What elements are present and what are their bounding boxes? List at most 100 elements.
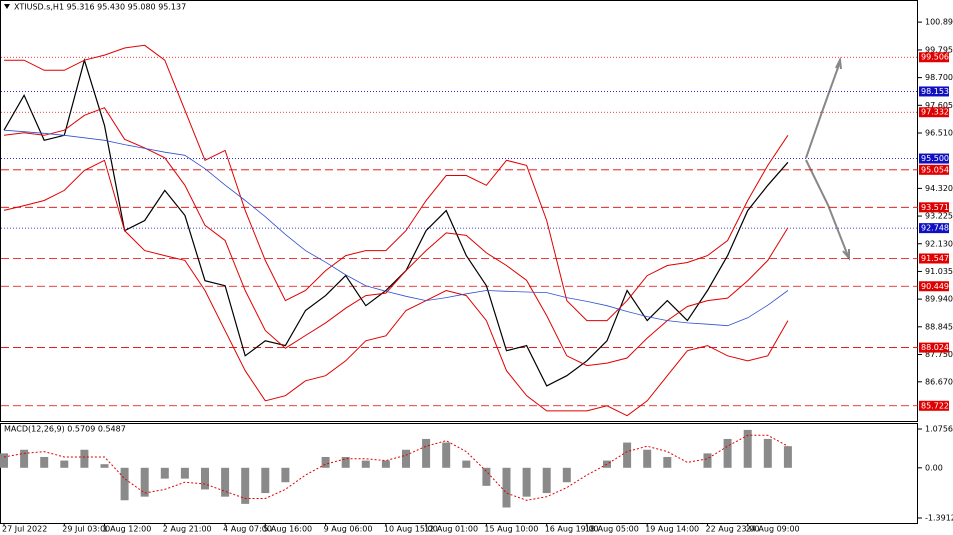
level-label: 92.748 (921, 224, 949, 233)
level-box (919, 342, 949, 353)
macd-bar (522, 467, 531, 497)
macd-bar (341, 456, 350, 468)
y-tick-label: 96.510 (925, 129, 953, 138)
x-tick-label: 9 Aug 06:00 (324, 525, 373, 534)
macd-bar (281, 467, 290, 483)
macd-frame (0, 423, 918, 524)
macd-bar (60, 460, 69, 468)
macd-bar (482, 467, 491, 486)
y-tick-label: -1.3912 (925, 513, 953, 522)
x-tick-label: 22 Aug 23:00 (706, 525, 760, 534)
y-tick-label: 0.00 (925, 463, 943, 472)
y-tick-label: 91.035 (925, 267, 953, 276)
y-tick-label: 87.750 (925, 350, 953, 359)
macd-bar (442, 442, 451, 468)
macd-bar (80, 449, 89, 468)
macd-bar (381, 460, 390, 468)
macd-bar (120, 467, 129, 501)
y-tick-label: 92.130 (925, 239, 953, 248)
y-tick-label: 1.0756 (925, 424, 953, 433)
series-line (3, 159, 789, 417)
level-box (919, 223, 949, 234)
macd-bar (140, 467, 149, 497)
y-tick-label: 98.700 (925, 73, 953, 82)
macd-bar (663, 456, 672, 468)
y-tick-label: 89.940 (925, 295, 953, 304)
macd-bar (723, 438, 732, 468)
x-tick-label: 5 Aug 16:00 (263, 525, 312, 534)
macd-bar (160, 467, 169, 479)
level-box (919, 86, 949, 97)
y-tick-label: 94.320 (925, 184, 953, 193)
level-box (919, 153, 949, 164)
x-tick-label: 29 Jul 03:00 (62, 525, 110, 534)
level-box (919, 52, 949, 63)
macd-bar (180, 467, 189, 479)
macd-bar (361, 460, 370, 468)
forecast-arrows (805, 56, 850, 261)
level-box (919, 107, 949, 118)
macd-bar (763, 438, 772, 468)
x-tick-label: 2 Aug 21:00 (163, 525, 212, 534)
macd-bar (502, 467, 511, 508)
level-label: 98.153 (921, 87, 949, 96)
macd-bar (603, 460, 611, 468)
collapse-icon[interactable] (4, 4, 10, 9)
macd-bar (402, 449, 410, 468)
level-label: 88.024 (921, 343, 949, 352)
x-tick-label: 24 Aug 09:00 (746, 525, 800, 534)
macd-bar (623, 442, 632, 468)
signal-line (3, 434, 789, 501)
level-label: 99.506 (921, 53, 949, 62)
level-box (919, 253, 949, 264)
x-tick-label: 10 Aug 15:00 (384, 525, 438, 534)
level-label: 91.547 (921, 254, 949, 263)
series-line (3, 58, 789, 387)
x-tick-label: 4 Aug 07:00 (223, 525, 272, 534)
y-tick-label: 100.895 (925, 18, 953, 27)
macd-bar (783, 446, 792, 468)
x-tick-label: 1 Aug 12:00 (103, 525, 152, 534)
level-label: 95.054 (921, 165, 949, 174)
y-tick-label: 97.605 (925, 101, 953, 110)
macd-bar (0, 453, 8, 468)
chart-title: XTIUSD.s,H1 95.316 95.430 95.080 95.137 (14, 3, 186, 12)
macd-bar (241, 467, 250, 504)
y-tick-label: 93.225 (925, 212, 953, 221)
macd-bar (20, 449, 29, 468)
level-box (919, 281, 949, 292)
series-line (3, 129, 789, 327)
x-tick-label: 27 Jul 2022 (2, 525, 47, 534)
macd-bar (321, 456, 330, 468)
macd-bar (643, 449, 652, 468)
level-label: 97.332 (921, 108, 949, 117)
level-label: 95.500 (921, 154, 949, 163)
main-frame (0, 0, 918, 422)
x-tick-label: 12 Aug 01:00 (424, 525, 478, 534)
macd-bar (221, 467, 230, 497)
macd-bar (542, 467, 551, 494)
macd-bar (261, 467, 270, 494)
x-tick-label: 19 Aug 14:00 (645, 525, 699, 534)
series-line (4, 44, 789, 322)
y-tick-label: 99.795 (925, 45, 953, 54)
level-box (919, 164, 949, 175)
x-tick-label: 16 Aug 19:00 (545, 525, 599, 534)
series-line (3, 107, 789, 367)
macd-bar (462, 460, 471, 468)
macd-bar (562, 467, 571, 483)
macd-bar (40, 456, 49, 468)
macd-bar (201, 467, 209, 490)
level-label: 93.571 (921, 203, 949, 212)
level-box (919, 400, 949, 411)
macd-bar (422, 438, 431, 468)
level-label: 85.722 (921, 401, 949, 410)
y-tick-label: 88.845 (925, 322, 953, 331)
macd-bar (743, 429, 752, 468)
macd-bar (703, 453, 712, 468)
macd-title: MACD(12,26,9) 0.5709 0.5487 (4, 425, 126, 434)
level-box (919, 202, 949, 213)
x-tick-label: 18 Aug 05:00 (585, 525, 639, 534)
y-tick-label: 86.670 (925, 377, 953, 386)
x-tick-label: 15 Aug 10:00 (484, 525, 538, 534)
